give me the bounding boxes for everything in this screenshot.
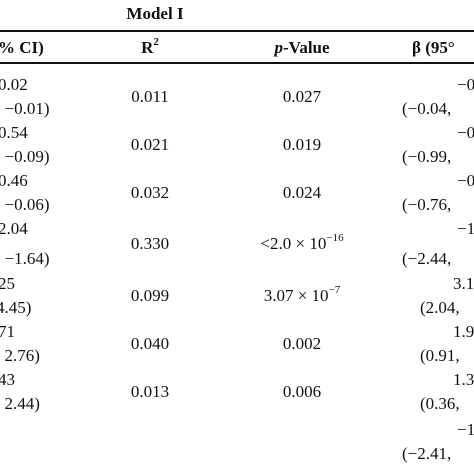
ci-bottom: . −0.06) [0,195,50,214]
beta-top: −1 [457,420,474,439]
r2-value: 0.011 [131,87,169,106]
model-title: Model I [126,4,184,23]
p-value: 0.006 [282,382,322,401]
r2-value: 0.040 [130,334,170,353]
ci-top: 0.46 [0,171,28,190]
beta-bottom: (−2.44, [402,249,452,268]
ci-bottom: . −0.09) [0,147,50,166]
r2-value: 0.021 [130,135,170,154]
beta-top: −1 [457,219,474,238]
beta-bottom: (0.36, [420,394,460,413]
beta-bottom: (−2.41, [402,444,452,463]
p-value: 0.027 [282,87,322,106]
ci-top: 2.04 [0,219,28,238]
ci-top: 43 [0,370,15,389]
col-header-ci: % CI) [0,38,44,57]
beta-top: 1.3 [453,370,474,389]
ci-bottom: . 2.76) [0,346,40,365]
ci-bottom: . −1.64) [0,249,50,268]
ci-top: 71 [0,322,15,341]
p-value: <2.0 × 10−16 [260,232,344,253]
p-value: 0.002 [282,334,322,353]
beta-bottom: (0.91, [420,346,460,365]
ci-bottom: 4.45) [0,298,32,317]
beta-bottom: (−0.76, [402,195,452,214]
ci-top: 0.02 [0,75,28,94]
r2-value: 0.330 [130,234,170,253]
header-top-rule [0,30,474,32]
col-header-p-value: p-Value [274,38,330,57]
col-header-r2: R2 [141,36,159,57]
p-value: 3.07 × 10−7 [263,284,341,305]
r2-value: 0.099 [130,286,170,305]
p-value: 0.019 [282,135,322,154]
header-bottom-rule [0,62,474,64]
r2-value: 0.013 [130,382,170,401]
beta-bottom: (2.04, [420,298,460,317]
r2-value: 0.032 [130,183,170,202]
ci-bottom: . −0.01) [0,99,50,118]
ci-top: 0.54 [0,123,28,142]
beta-top: 1.9 [453,322,474,341]
ci-top: 25 [0,274,15,293]
beta-bottom: (−0.04, [402,99,452,118]
beta-top: −0 [457,171,474,190]
ci-bottom: . 2.44) [0,394,40,413]
col-header-beta: β (95° [412,38,455,57]
beta-bottom: (−0.99, [402,147,452,166]
beta-top: −0 [457,123,474,142]
beta-top: −0 [457,75,474,94]
beta-top: 3.1 [453,274,474,293]
p-value: 0.024 [282,183,322,202]
